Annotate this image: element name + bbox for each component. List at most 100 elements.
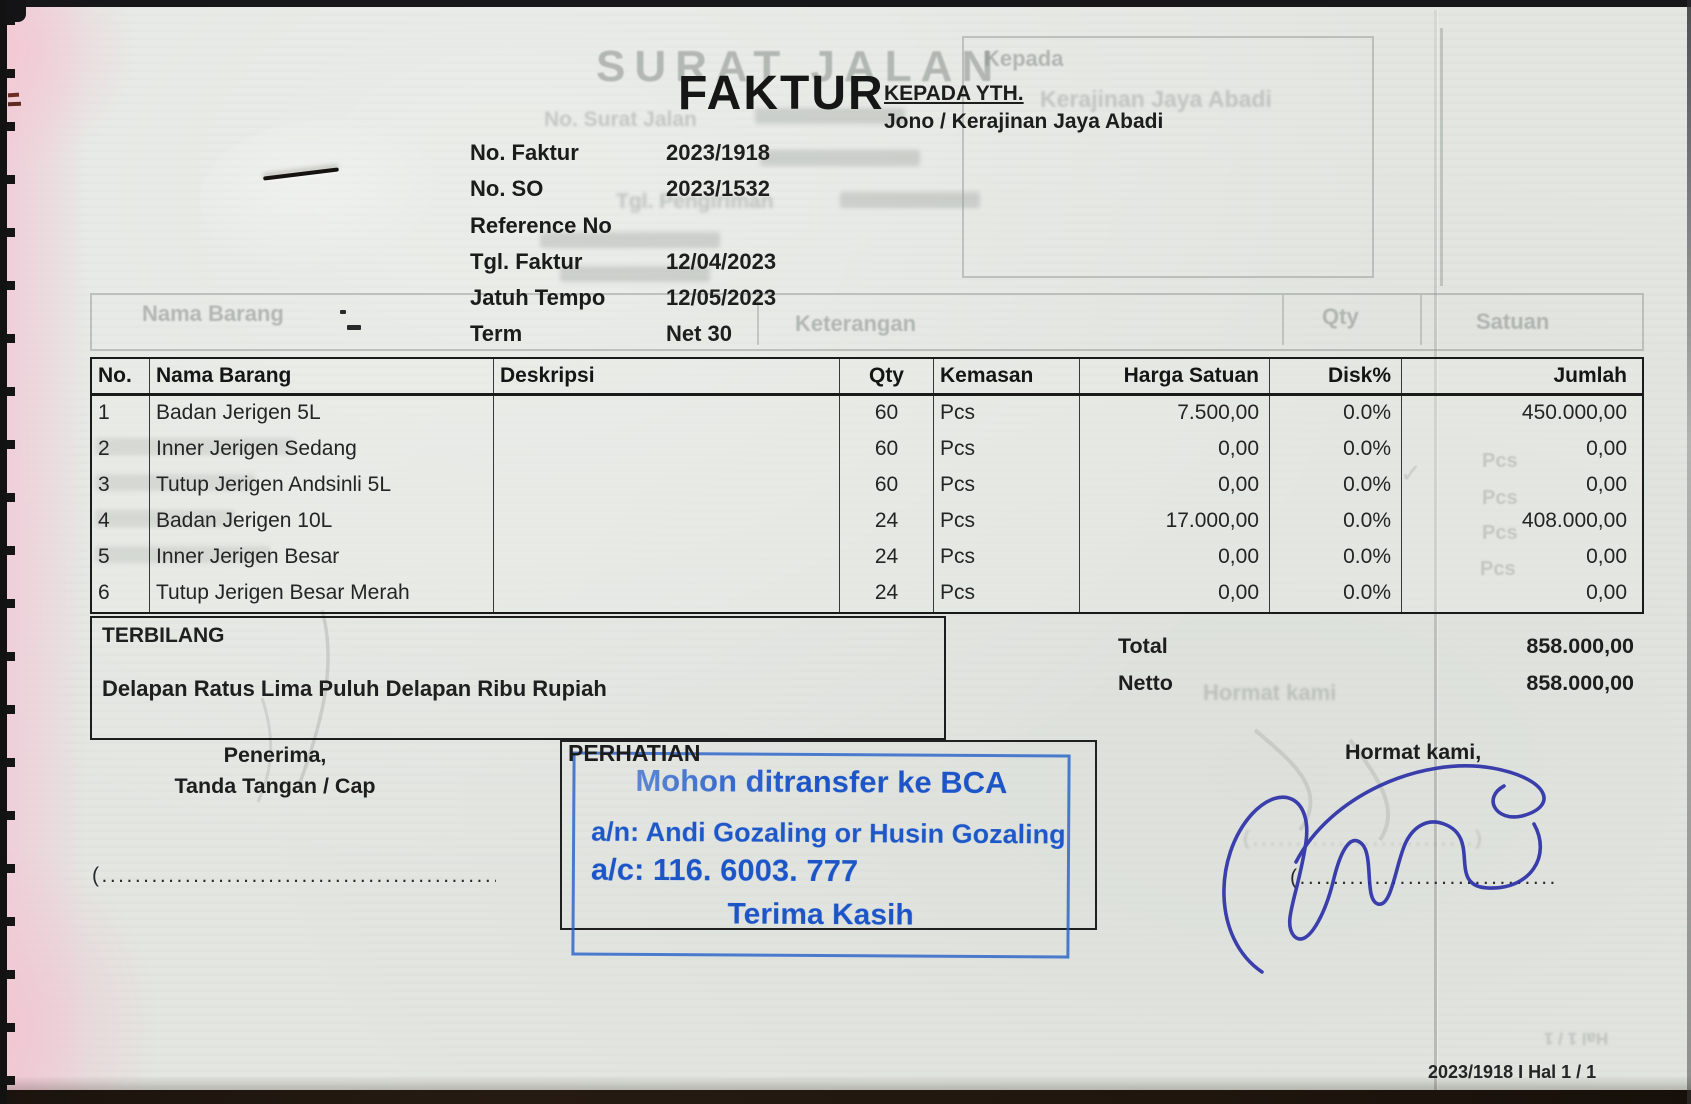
ghost-no-surat-jalan: No. Surat Jalan (544, 108, 697, 131)
cell-kemasan: Pcs (934, 432, 1080, 468)
cell-no: 1 (92, 396, 150, 432)
ghost-kepada-name: Kerajinan Jaya Abadi (1040, 86, 1272, 112)
cell-disk: 0.0% (1270, 540, 1402, 576)
cell-kemasan: Pcs (934, 540, 1080, 576)
col-header-jumlah: Jumlah (1553, 364, 1627, 387)
hormat-signature-line: (......................................) (1290, 866, 1558, 889)
ghost-smudge (95, 438, 295, 455)
cell-kemasan: Pcs (934, 468, 1080, 504)
stamp-line-transfer: Mohon ditransfer ke BCA (575, 762, 1067, 801)
col-header-kemasan: Kemasan (934, 359, 1080, 393)
cell-nama-barang: Tutup Jerigen Andsinli 5L (150, 468, 494, 504)
cell-deskripsi (494, 468, 840, 504)
meta-row: Tgl. Faktur 12/04/2023 (470, 249, 776, 285)
ghost-smudge (560, 266, 710, 282)
footer-page-reference: 2023/1918 I Hal 1 / 1 (1428, 1062, 1597, 1082)
ghost-smudge (95, 546, 270, 563)
items-table: No. Nama Barang Deskripsi Qty Kemasan Ha… (90, 357, 1644, 614)
ghost-smudge (95, 474, 255, 491)
ghost-column-rule (1282, 295, 1284, 345)
cell-qty: 24 (840, 540, 934, 576)
penerima-signature-line: (.......................................… (92, 864, 496, 887)
cell-nama-barang: Tutup Jerigen Besar Merah (150, 576, 494, 612)
ghost-pcs: Pcs (1482, 522, 1518, 544)
vertical-fold-crease (1434, 10, 1437, 1092)
perhatian-label: PERHATIAN (568, 740, 701, 766)
col-header-qty: Qty (840, 359, 934, 393)
ghost-pcs: Pcs (1480, 558, 1516, 580)
tractor-feed-perforations (6, 0, 15, 1104)
cell-no: 2 (92, 432, 150, 468)
table-row: 5 Inner Jerigen Besar 24 Pcs 0,00 0.0% 0… (92, 540, 1642, 576)
cell-jumlah: 0,00 (1586, 545, 1627, 568)
ghost-smudge (95, 510, 235, 527)
cell-disk: 0.0% (1270, 576, 1402, 612)
cell-nama-barang: Badan Jerigen 5L (150, 396, 494, 432)
cell-deskripsi (494, 540, 840, 576)
meta-value: 12/04/2023 (666, 248, 777, 274)
invoice-title: FAKTUR (678, 67, 885, 120)
stamp-line-account-number: a/c: 116. 6003. 777 (590, 851, 859, 889)
cell-harga-satuan: 0,00 (1080, 468, 1270, 504)
ghost-pcs: Pcs (1482, 487, 1518, 509)
cell-qty: 60 (840, 468, 934, 504)
cell-kemasan: Pcs (934, 504, 1080, 540)
table-row: 2 Inner Jerigen Sedang 60 Pcs 0,00 0.0% … (92, 432, 1642, 468)
pink-corner-top (7, 0, 137, 170)
terbilang-amount-in-words: Delapan Ratus Lima Puluh Delapan Ribu Ru… (102, 676, 607, 701)
cell-qty: 24 (840, 504, 934, 540)
meta-value: Net 30 (666, 321, 733, 347)
ghost-header-nama-barang: Nama Barang (142, 301, 284, 326)
meta-label: Tgl. Faktur (470, 248, 583, 274)
stamp-line-thanks: Terima Kasih (727, 897, 914, 932)
col-header-no: No. (92, 359, 150, 393)
recipient-label: KEPADA YTH. (884, 82, 1024, 105)
penerima-label: Penerima, (223, 743, 327, 767)
ghost-header-satuan: Satuan (1476, 309, 1550, 334)
col-header-disk: Disk% (1270, 359, 1402, 393)
meta-row: Jatuh Tempo 12/05/2023 (470, 285, 776, 321)
cell-kemasan: Pcs (934, 396, 1080, 432)
stamp-line-account-name: a/n: Andi Gozaling or Husin Gozaling (591, 816, 1066, 850)
cell-qty: 24 (840, 576, 934, 612)
ghost-cap-dotted-line: (..........................) (1243, 828, 1483, 850)
penerima-block: Penerima, Tanda Tangan / Cap (122, 740, 428, 802)
total-value: 858.000,00 (1526, 671, 1634, 695)
total-row: Total 858.000,00 (1118, 634, 1634, 671)
cell-harga-satuan: 0,00 (1080, 432, 1270, 468)
penerima-sublabel: Tanda Tangan / Cap (174, 774, 376, 798)
ghost-checkmark: ✓ (1400, 458, 1422, 488)
cell-no: 4 (92, 504, 150, 540)
ghost-tgl-pengiriman: Tgl. Pengiriman (616, 190, 774, 213)
meta-row: Reference No (470, 213, 776, 249)
ghost-column-rule (757, 295, 759, 345)
cell-harga-satuan: 0,00 (1080, 576, 1270, 612)
table-row: 3 Tutup Jerigen Andsinli 5L 60 Pcs 0,00 … (92, 468, 1642, 504)
meta-value: 12/05/2023 (666, 285, 777, 311)
meta-row: No. SO 2023/1532 (470, 176, 776, 212)
cell-no: 5 (92, 540, 150, 576)
terbilang-box: TERBILANG Delapan Ratus Lima Puluh Delap… (90, 616, 946, 740)
hormat-kami-label: Hormat kami, (1345, 740, 1482, 764)
cell-jumlah: 408.000,00 (1521, 509, 1627, 532)
terbilang-label: TERBILANG (102, 624, 225, 647)
cell-deskripsi (494, 396, 840, 432)
table-row: 4 Badan Jerigen 10L 24 Pcs 17.000,00 0.0… (92, 504, 1642, 540)
ghost-smudge (540, 232, 720, 248)
cell-qty: 60 (840, 396, 934, 432)
col-header-harga-satuan: Harga Satuan (1080, 359, 1270, 393)
meta-label: No. SO (470, 176, 544, 202)
col-header-nama-barang: Nama Barang (150, 359, 494, 393)
paper-crinkle (200, 120, 460, 280)
ghost-surat-jalan-title: SURAT JALAN (596, 42, 1003, 91)
bank-transfer-stamp: Mohon ditransfer ke BCA a/n: Andi Gozali… (571, 751, 1071, 959)
meta-row: Term Net 30 (470, 321, 776, 357)
ghost-smudge (760, 150, 920, 166)
cell-harga-satuan: 0,00 (1080, 540, 1270, 576)
ghost-vertical-rule (1440, 28, 1443, 286)
total-label: Total (1118, 634, 1168, 658)
meta-label: No. Faktur (470, 140, 579, 165)
cell-nama-barang: Inner Jerigen Sedang (150, 432, 494, 468)
recipient-name: Jono / Kerajinan Jaya Abadi (884, 110, 1164, 133)
meta-label: Reference No (470, 212, 612, 238)
